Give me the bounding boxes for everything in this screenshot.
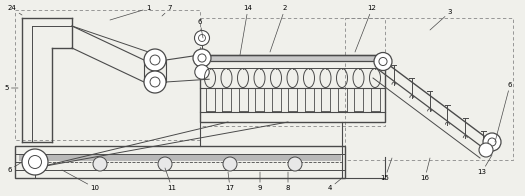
Circle shape (93, 157, 107, 171)
Circle shape (193, 49, 211, 67)
Text: 1: 1 (110, 5, 150, 20)
Circle shape (28, 155, 41, 169)
Circle shape (479, 143, 493, 157)
Text: 3: 3 (430, 9, 452, 30)
Text: 11: 11 (165, 168, 176, 191)
Circle shape (198, 34, 205, 42)
Circle shape (194, 31, 209, 45)
Bar (200, 55, 385, 122)
Text: 2: 2 (270, 5, 287, 52)
Circle shape (150, 55, 160, 65)
Bar (19, 155, 341, 161)
Text: 12: 12 (355, 5, 376, 52)
Bar (345, 18, 513, 160)
Text: 24: 24 (8, 5, 22, 15)
Text: 6: 6 (495, 82, 512, 142)
Circle shape (158, 157, 172, 171)
Circle shape (150, 77, 160, 87)
Text: 10: 10 (62, 170, 100, 191)
Text: 8: 8 (286, 172, 290, 191)
Circle shape (198, 54, 206, 62)
Text: 17: 17 (226, 172, 235, 191)
Text: 9: 9 (258, 172, 262, 191)
Circle shape (223, 157, 237, 171)
Circle shape (379, 57, 387, 65)
Text: 4: 4 (328, 178, 342, 191)
Circle shape (483, 133, 501, 151)
Circle shape (288, 157, 302, 171)
Text: 6: 6 (198, 19, 203, 38)
Text: 7: 7 (162, 5, 172, 16)
Text: 14: 14 (240, 5, 253, 55)
Circle shape (22, 149, 48, 175)
Circle shape (195, 65, 209, 79)
Bar (15, 146, 345, 178)
Circle shape (374, 53, 392, 71)
Bar (200, 55, 385, 61)
Text: 13: 13 (478, 155, 492, 175)
Circle shape (144, 49, 166, 71)
Circle shape (488, 138, 496, 146)
Text: 15: 15 (381, 158, 392, 181)
Text: 6: 6 (7, 162, 22, 173)
Circle shape (144, 71, 166, 93)
Text: 5: 5 (4, 85, 18, 91)
Bar (200, 18, 385, 126)
Bar (15, 10, 200, 140)
Text: 16: 16 (421, 158, 430, 181)
